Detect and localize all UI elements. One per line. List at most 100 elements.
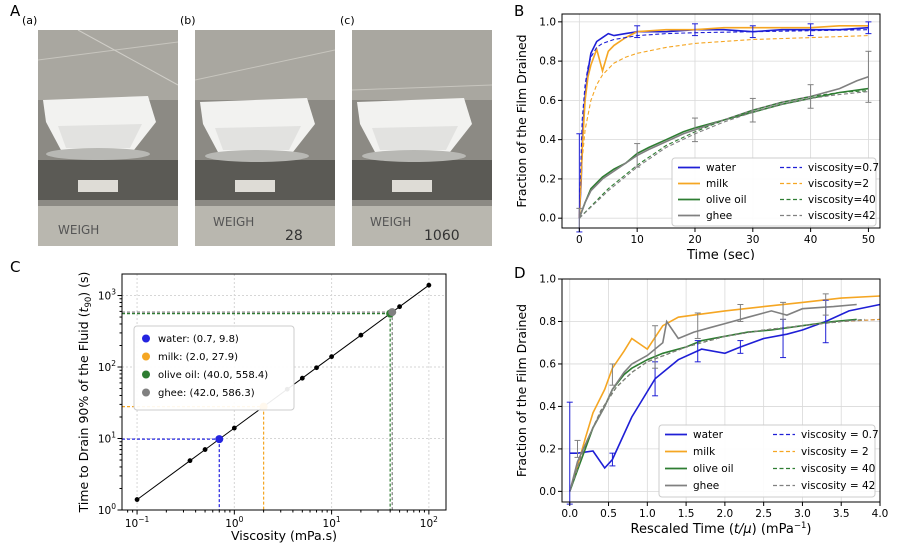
chart-b-frame [561, 13, 881, 229]
chart-b-ytick-label-1: 0.2 [539, 173, 556, 185]
chart-b: 0 10 20 30 40 50 0.0 0.2 0.4 0.6 0.8 1.0 Time (sec) F… [514, 13, 881, 260]
chart-c-legend-label-3: ghee: (42.0, 586.3) [158, 388, 255, 399]
chart-d-xtick-label-2: 1.0 [639, 508, 656, 520]
chart-c-legend-label-1: milk: (2.0, 27.9) [158, 352, 238, 363]
chart-c-xtick-base-3: 10 [420, 518, 433, 530]
photo-b-reading: 28 [285, 228, 303, 244]
chart-c-point-9 [329, 354, 335, 360]
chart-b-legend-label-7: viscosity=42 [808, 210, 876, 222]
photo-label-a: (a) [22, 14, 38, 27]
photo-scale-c-drawing: WEIGH 1060 [352, 30, 492, 246]
chart-c-ytick-base-1: 10 [98, 434, 111, 446]
chart-b-legend-label-4: viscosity=0.7 [808, 162, 879, 174]
chart-c-ytick-exp-1: 1 [111, 431, 116, 440]
photo-b-display: WEIGH [213, 215, 254, 229]
chart-d-legend-label-2: olive oil [693, 463, 734, 475]
chart-c-point-0 [134, 497, 140, 502]
photo-scale-a-drawing: WEIGH [38, 30, 178, 246]
chart-c-highlight-3 [388, 308, 397, 317]
chart-b-ytick-label-0: 0.0 [539, 213, 556, 225]
photo-label-c: (c) [340, 14, 355, 27]
chart-c-ylabel-sub: 90 [84, 297, 94, 308]
chart-d-xtick-label-0: 0.0 [561, 508, 578, 520]
chart-b-series-ghee [578, 76, 869, 219]
chart-b-legend-label-5: viscosity=2 [808, 178, 869, 190]
chart-d-ylabel: Fraction of the Film Drained [514, 304, 529, 477]
chart-c-fit-line [136, 284, 430, 501]
chart-b-xtick-label-0: 0 [576, 234, 583, 246]
chart-c-ytick-label-3: 103 [98, 288, 116, 303]
chart-c-xlabel: Viscosity (mPa.s) [231, 528, 337, 543]
photo-c-display: WEIGH [370, 215, 411, 229]
chart-c-ylabel-suffix: ) (s) [76, 272, 91, 297]
chart-c-point-4 [231, 425, 237, 431]
chart-d-legend-label-6: viscosity = 40 [801, 463, 875, 475]
chart-b-xtick-label-5: 50 [862, 234, 875, 246]
chart-d-xlabel-suffix: ) [806, 522, 811, 537]
chart-b-ytick-label-2: 0.4 [539, 134, 556, 146]
chart-c-ytick-base-2: 10 [98, 362, 111, 374]
chart-d-series-viscosity-42 [569, 318, 865, 492]
photo-scale-b: WEIGH 28 [195, 30, 335, 246]
chart-b-ytick-label-4: 0.8 [539, 56, 556, 68]
chart-b-legend-label-2: olive oil [706, 194, 747, 206]
chart-c-point-13 [426, 282, 432, 288]
chart-d-xtick-label-3: 1.5 [678, 508, 695, 520]
chart-d-ytick-label-0: 0.0 [539, 486, 556, 498]
chart-c-ytick-label-1: 101 [98, 431, 116, 446]
chart-d-ytick-label-1: 0.2 [539, 443, 556, 455]
photo-a-display: WEIGH [58, 223, 99, 237]
chart-d-xtick-label-6: 3.0 [794, 508, 811, 520]
chart-d-xtick-label-1: 0.5 [600, 508, 617, 520]
chart-b-series-viscosity-0-7 [578, 29, 869, 219]
chart-c-legend-label-0: water: (0.7, 9.8) [158, 334, 239, 345]
chart-b-xtick-label-4: 40 [804, 234, 817, 246]
chart-d-xtick-label-4: 2.0 [717, 508, 734, 520]
photo-c-reading: 1060 [424, 228, 460, 244]
chart-c-legend-marker-2 [142, 370, 150, 379]
chart-c-point-1 [187, 458, 193, 464]
photo-label-b: (b) [180, 14, 196, 27]
chart-c-ytick-exp-2: 2 [111, 359, 116, 368]
chart-b-series-viscosity-42 [578, 91, 869, 219]
chart-d-series-ghee [569, 303, 857, 492]
chart-b-xtick-label-2: 20 [688, 234, 701, 246]
photo-scale-b-drawing: WEIGH 28 [195, 30, 335, 246]
panel-letter-b: B [514, 2, 525, 20]
panel-letter-a: A [10, 2, 21, 20]
panel-letter-d: D [514, 264, 526, 282]
chart-c-point-2 [202, 447, 208, 452]
chart-d-legend-label-7: viscosity = 42 [801, 480, 875, 492]
chart-d-frame [561, 278, 881, 503]
chart-d-xlabel-var: t/μ [734, 522, 752, 537]
chart-d-xlabel: Rescaled Time (t/μ) (mPa−1) [631, 521, 812, 537]
chart-c-xtick-base-1: 10 [225, 518, 238, 530]
chart-c-ytick-base-3: 10 [98, 291, 111, 303]
chart-c-ylabel-var: t [76, 306, 91, 312]
chart-b-legend-label-6: viscosity=40 [808, 194, 876, 206]
chart-d-ytick-label-3: 0.6 [539, 358, 556, 370]
chart-d: 0.0 0.5 1.0 1.5 2.0 2.5 3.0 3.5 4.0 0.0 0.2 0.4 0.6 0… [514, 274, 888, 538]
chart-d-legend-label-3: ghee [693, 480, 719, 492]
chart-d-legend-label-0: water [693, 429, 724, 441]
chart-c-xtick-exp-1: 0 [239, 515, 244, 524]
chart-c-xtick-exp-0: −1 [138, 515, 149, 524]
chart-c-legend-marker-1 [142, 352, 150, 361]
chart-b-legend-box [671, 157, 877, 227]
chart-c-ylabel-prefix: Time to Drain 90% of the Fluid ( [76, 312, 91, 513]
chart-b-ytick-label-3: 0.6 [539, 95, 556, 107]
chart-b-xtick-label-3: 30 [746, 234, 759, 246]
chart-d-legend-label-5: viscosity = 2 [801, 446, 869, 458]
chart-b-series-viscosity-40 [578, 90, 869, 219]
chart-c-point-12 [397, 304, 402, 310]
chart-d-ytick-label-5: 1.0 [539, 274, 556, 286]
chart-c-point-8 [314, 365, 319, 371]
chart-c-xtick-label-2: 101 [323, 515, 341, 530]
chart-d-legend-box [658, 424, 876, 498]
chart-c-highlight-0 [215, 435, 224, 444]
chart-c-xtick-base-2: 10 [323, 518, 336, 530]
chart-d-legend-label-1: milk [693, 446, 716, 458]
chart-c-ytick-base-0: 10 [98, 505, 111, 517]
chart-d-legend-label-4: viscosity = 0.7 [801, 429, 879, 441]
